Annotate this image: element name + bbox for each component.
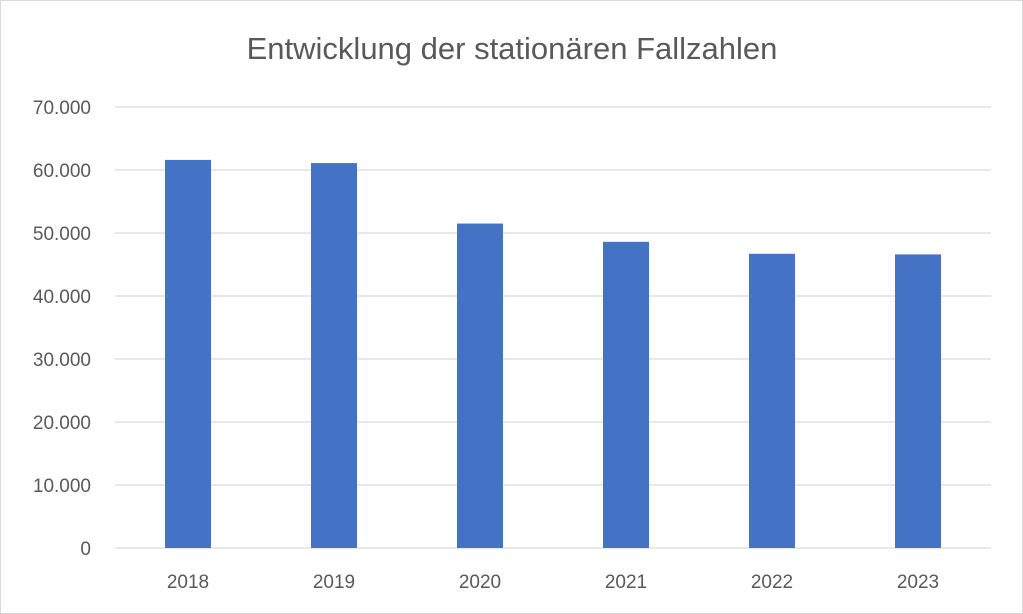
x-tick-label: 2020 <box>459 572 501 593</box>
y-tick-label: 10.000 <box>33 476 91 497</box>
y-tick-label: 50.000 <box>33 224 91 245</box>
y-tick-label: 0 <box>80 539 91 560</box>
x-axis-ticks: 2018 2019 2020 2021 2022 2023 <box>167 572 939 593</box>
bar-2019 <box>311 163 357 548</box>
x-tick-label: 2018 <box>167 572 209 593</box>
x-tick-label: 2023 <box>897 572 939 593</box>
bar-2022 <box>749 253 795 549</box>
y-tick-label: 60.000 <box>33 161 91 182</box>
gridlines <box>115 106 991 549</box>
chart-title: Entwicklung der stationären Fallzahlen <box>247 31 778 66</box>
bars <box>165 159 941 549</box>
bar-2018 <box>165 159 211 549</box>
x-tick-label: 2021 <box>605 572 647 593</box>
bar-2020 <box>457 223 503 549</box>
y-tick-label: 40.000 <box>33 287 91 308</box>
y-tick-label: 70.000 <box>33 98 91 119</box>
y-axis-ticks: 0 10.000 20.000 30.000 40.000 50.000 60.000 70.… <box>33 98 91 560</box>
bar-2021 <box>603 241 649 548</box>
y-tick-label: 20.000 <box>33 413 91 434</box>
x-tick-label: 2022 <box>751 572 793 593</box>
y-tick-label: 30.000 <box>33 350 91 371</box>
x-tick-label: 2019 <box>313 572 355 593</box>
bar-2023 <box>895 254 941 549</box>
